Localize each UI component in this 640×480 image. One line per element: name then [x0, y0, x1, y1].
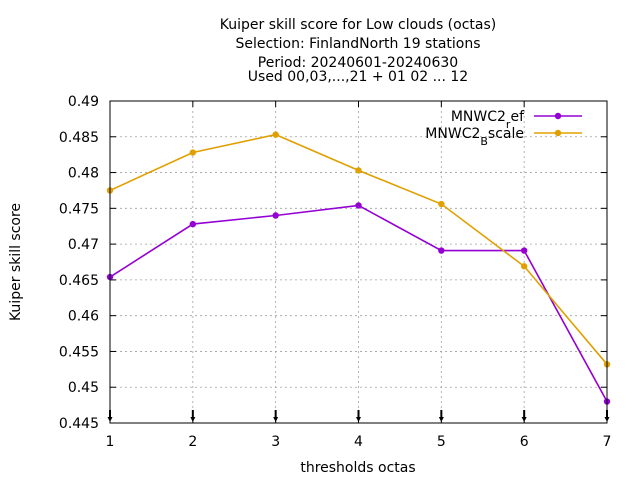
y-tick-label: 0.49: [68, 94, 99, 110]
plot-frame: [109, 100, 608, 424]
series-lines: [106, 131, 611, 405]
x-tick-label: 2: [188, 434, 197, 450]
data-point: [272, 131, 279, 138]
data-point: [355, 202, 362, 209]
x-marker-arrow-head: [356, 417, 361, 422]
y-tick-label: 0.45: [68, 380, 99, 396]
x-tick-label: 3: [271, 434, 280, 450]
x-axis-ticks: 1 2 3 4 5 6 7: [106, 101, 612, 450]
y-tick-label: 0.48: [68, 166, 99, 182]
y-tick-label: 0.455: [59, 344, 99, 360]
y-tick-label: 0.47: [68, 237, 99, 253]
y-axis-label: Kuiper skill score: [8, 203, 24, 321]
y-tick-label: 0.465: [59, 273, 99, 289]
y-axis-ticks: 0.445 0.45 0.455 0.46 0.465 0.47 0.475 0.48 0.48…: [59, 94, 607, 432]
y-tick-label: 0.485: [59, 130, 99, 146]
x-tick-label: 1: [106, 434, 115, 450]
data-point: [189, 220, 197, 228]
data-point: [189, 149, 197, 156]
data-point: [438, 247, 445, 254]
legend-label: MNWC2Bscale: [425, 126, 524, 148]
data-point: [272, 212, 279, 219]
data-point: [438, 200, 445, 208]
title-line-4: Used 00,03,...,21 + 01 02 ... 12: [248, 69, 468, 85]
x-marker-arrow-head: [273, 417, 279, 422]
series-2: [106, 131, 611, 368]
y-tick-label: 0.46: [68, 309, 99, 325]
title-line-3: Period: 20240601-20240630: [258, 55, 458, 71]
data-point: [520, 263, 528, 270]
y-tick-label: 0.445: [59, 416, 99, 432]
data-point: [520, 247, 528, 254]
y-tick-label: 0.475: [59, 201, 99, 217]
data-point: [355, 167, 362, 174]
x-tick-label: 5: [437, 434, 446, 450]
x-marker-arrow-head: [521, 417, 527, 422]
legend-swatch-point: [554, 112, 562, 120]
x-marker-arrow-head: [438, 417, 444, 422]
x-tick-label: 7: [603, 434, 612, 450]
chart-title: Kuiper skill score for Low clouds (octas…: [220, 17, 496, 85]
x-tick-label: 4: [354, 434, 363, 450]
legend-swatch-point: [554, 129, 562, 137]
x-tick-label: 6: [520, 434, 529, 450]
title-line-2: Selection: FinlandNorth 19 stations: [235, 36, 480, 52]
x-marker-arrow-head: [190, 417, 196, 422]
x-axis-label: thresholds octas: [300, 460, 415, 476]
title-line-1: Kuiper skill score for Low clouds (octas…: [220, 17, 496, 33]
legend-label: MNWC2ref: [451, 109, 525, 131]
grid-lines: [110, 101, 607, 423]
